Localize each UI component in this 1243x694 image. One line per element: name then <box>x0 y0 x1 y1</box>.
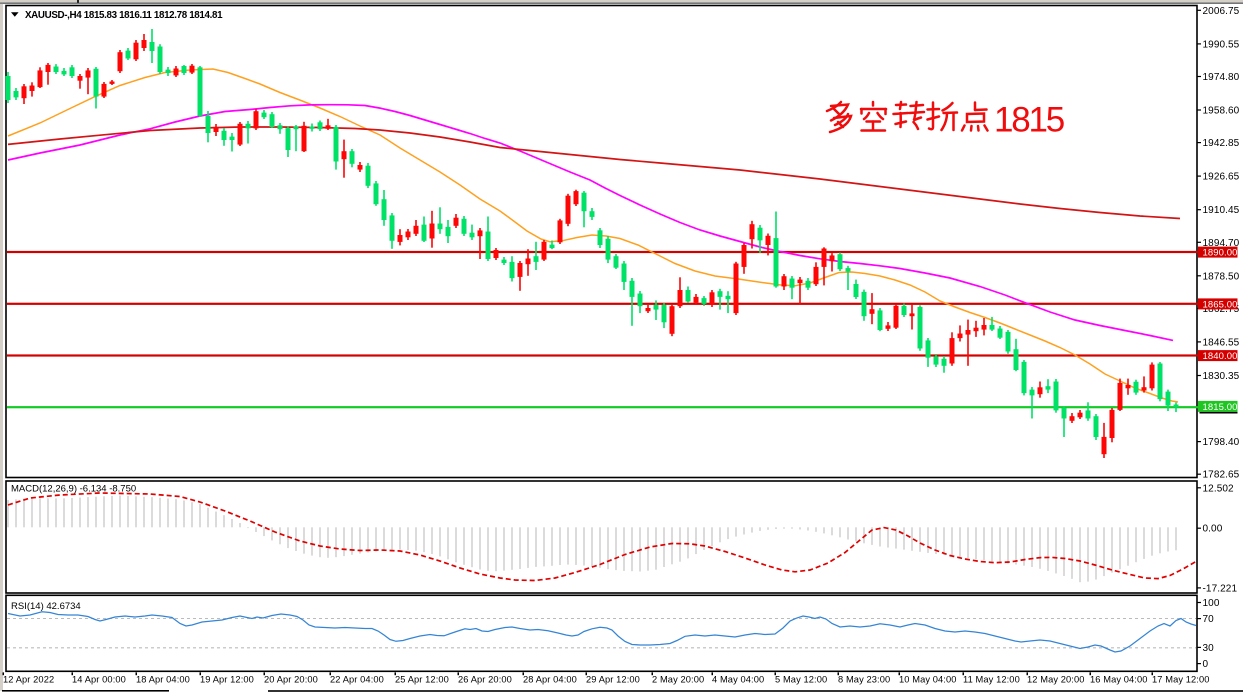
svg-text:100: 100 <box>1203 598 1220 609</box>
svg-text:28 Apr 04:00: 28 Apr 04:00 <box>523 675 577 685</box>
svg-text:30: 30 <box>1203 643 1215 654</box>
svg-text:1890.00: 1890.00 <box>1203 248 1238 259</box>
svg-text:4 May 04:00: 4 May 04:00 <box>712 675 764 685</box>
svg-text:70: 70 <box>1203 614 1215 625</box>
svg-text:MACD(12,26,9) -6.134 -8.750: MACD(12,26,9) -6.134 -8.750 <box>11 484 136 495</box>
svg-text:16 May 04:00: 16 May 04:00 <box>1090 675 1148 685</box>
svg-text:17 May 12:00: 17 May 12:00 <box>1152 675 1210 685</box>
svg-text:1942.85: 1942.85 <box>1203 138 1240 149</box>
svg-text:1926.65: 1926.65 <box>1203 172 1240 183</box>
svg-text:1798.40: 1798.40 <box>1203 437 1240 448</box>
svg-text:29 Apr 12:00: 29 Apr 12:00 <box>586 675 640 685</box>
svg-text:-17.221: -17.221 <box>1203 583 1238 594</box>
svg-text:19 Apr 12:00: 19 Apr 12:00 <box>200 675 254 685</box>
svg-text:22 Apr 04:00: 22 Apr 04:00 <box>330 675 384 685</box>
svg-text:2 May 20:00: 2 May 20:00 <box>652 675 704 685</box>
svg-text:XAUUSD-,H4 1815.83 1816.11 18: XAUUSD-,H4 1815.83 1816.11 1812.78 1814.… <box>25 10 223 21</box>
svg-text:1958.60: 1958.60 <box>1203 106 1240 117</box>
svg-text:1815: 1815 <box>994 101 1064 140</box>
svg-text:1846.55: 1846.55 <box>1203 337 1240 348</box>
svg-text:1910.45: 1910.45 <box>1203 205 1240 216</box>
svg-text:8 May 23:00: 8 May 23:00 <box>838 675 890 685</box>
svg-text:1815.00: 1815.00 <box>1203 402 1238 413</box>
svg-text:1878.50: 1878.50 <box>1203 271 1240 282</box>
svg-text:25 Apr 12:00: 25 Apr 12:00 <box>395 675 449 685</box>
svg-text:18 Apr 04:00: 18 Apr 04:00 <box>136 675 190 685</box>
svg-text:2006.75: 2006.75 <box>1203 6 1240 17</box>
svg-text:12 Apr 2022: 12 Apr 2022 <box>3 675 54 685</box>
svg-text:1830.35: 1830.35 <box>1203 371 1240 382</box>
svg-text:0: 0 <box>1203 659 1209 670</box>
svg-text:1974.80: 1974.80 <box>1203 72 1240 83</box>
svg-text:20 Apr 20:00: 20 Apr 20:00 <box>264 675 318 685</box>
svg-text:0.00: 0.00 <box>1203 524 1223 535</box>
svg-text:1782.65: 1782.65 <box>1203 470 1240 481</box>
svg-text:26 Apr 20:00: 26 Apr 20:00 <box>458 675 512 685</box>
svg-text:1990.55: 1990.55 <box>1203 39 1240 50</box>
svg-text:1865.00: 1865.00 <box>1203 299 1238 310</box>
svg-text:10 May 04:00: 10 May 04:00 <box>899 675 957 685</box>
svg-text:1894.70: 1894.70 <box>1203 238 1240 249</box>
svg-text:12.502: 12.502 <box>1203 483 1235 494</box>
svg-text:5 May 12:00: 5 May 12:00 <box>775 675 827 685</box>
svg-text:11 May 12:00: 11 May 12:00 <box>963 675 1020 685</box>
svg-text:14 Apr 00:00: 14 Apr 00:00 <box>72 675 126 685</box>
svg-text:1840.00: 1840.00 <box>1203 351 1238 362</box>
svg-text:12 May 20:00: 12 May 20:00 <box>1027 675 1085 685</box>
svg-text:RSI(14) 42.6734: RSI(14) 42.6734 <box>11 601 81 612</box>
